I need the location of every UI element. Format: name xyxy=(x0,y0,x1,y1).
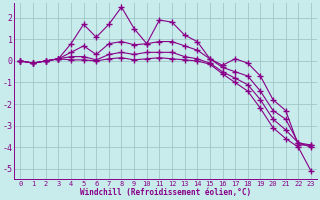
X-axis label: Windchill (Refroidissement éolien,°C): Windchill (Refroidissement éolien,°C) xyxy=(80,188,251,197)
